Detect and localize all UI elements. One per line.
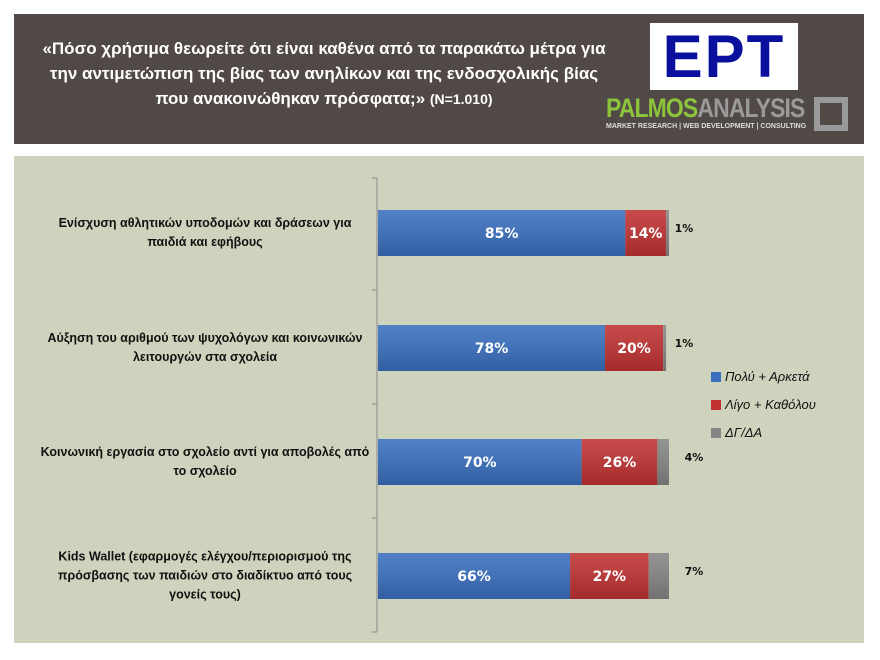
data-label: 26% bbox=[603, 455, 637, 471]
sample-size: (N=1.010) bbox=[429, 91, 493, 107]
legend-swatch bbox=[711, 427, 721, 438]
data-label: 14% bbox=[629, 226, 663, 242]
logo-part: ANALYSIS bbox=[697, 93, 805, 123]
legend-item: Λίγο + Καθόλου bbox=[711, 397, 816, 412]
bar-shade bbox=[378, 439, 582, 485]
bar-shade bbox=[663, 325, 667, 371]
data-label: 27% bbox=[593, 569, 627, 585]
logo-tagline: MARKET RESEARCH | WEB DEVELOPMENT | CONS… bbox=[606, 123, 807, 130]
bar-shade bbox=[648, 553, 669, 599]
legend-label: Λίγο + Καθόλου bbox=[725, 397, 816, 412]
category-label: Κοινωνική εργασία στο σχολείο αντί για α… bbox=[40, 445, 370, 478]
bar-shade bbox=[570, 553, 649, 599]
chart-title: «Πόσο χρήσιμα θεωρείτε ότι είναι καθένα … bbox=[34, 36, 614, 112]
bar-shade bbox=[581, 439, 658, 485]
data-label: 66% bbox=[457, 569, 491, 585]
data-label: 85% bbox=[485, 226, 519, 242]
header: «Πόσο χρήσιμα θεωρείτε ότι είναι καθένα … bbox=[14, 14, 864, 144]
bar-shade bbox=[657, 439, 669, 485]
bar-shade bbox=[604, 325, 664, 371]
category-label: Αύξηση του αριθμού των ψυχολόγων και κοι… bbox=[47, 331, 363, 364]
bar-shade bbox=[378, 210, 626, 256]
data-label: 4% bbox=[685, 451, 704, 464]
data-label: 1% bbox=[675, 337, 694, 350]
legend-item: ΔΓ/ΔΑ bbox=[711, 425, 762, 440]
bar-shade bbox=[378, 325, 605, 371]
logo-part: PALMOS bbox=[606, 93, 698, 123]
logo-square-icon bbox=[814, 97, 848, 131]
title-text: «Πόσο χρήσιμα θεωρείτε ότι είναι καθένα … bbox=[42, 39, 606, 108]
bar-shade bbox=[625, 210, 667, 256]
legend-label: ΔΓ/ΔΑ bbox=[725, 425, 763, 440]
bar-shade bbox=[666, 210, 669, 256]
legend-swatch bbox=[711, 371, 721, 382]
data-label: 7% bbox=[685, 565, 704, 578]
ert-logo: ΕΡΤ bbox=[650, 23, 798, 90]
bar-shade bbox=[378, 553, 571, 599]
category-label: Kids Wallet (εφαρμογές ελέγχου/περιορισμ… bbox=[57, 549, 353, 602]
legend-item: Πολύ + Αρκετά bbox=[711, 369, 810, 384]
data-label: 1% bbox=[675, 222, 694, 235]
legend-swatch bbox=[711, 399, 721, 410]
data-label: 78% bbox=[475, 341, 509, 357]
palmos-logo: PALMOSANALYSIS bbox=[606, 94, 805, 122]
data-label: 70% bbox=[463, 455, 497, 471]
data-label: 20% bbox=[617, 341, 651, 357]
legend-label: Πολύ + Αρκετά bbox=[725, 369, 810, 384]
category-label: Ενίσχυση αθλητικών υποδομών και δράσεων … bbox=[58, 216, 352, 249]
